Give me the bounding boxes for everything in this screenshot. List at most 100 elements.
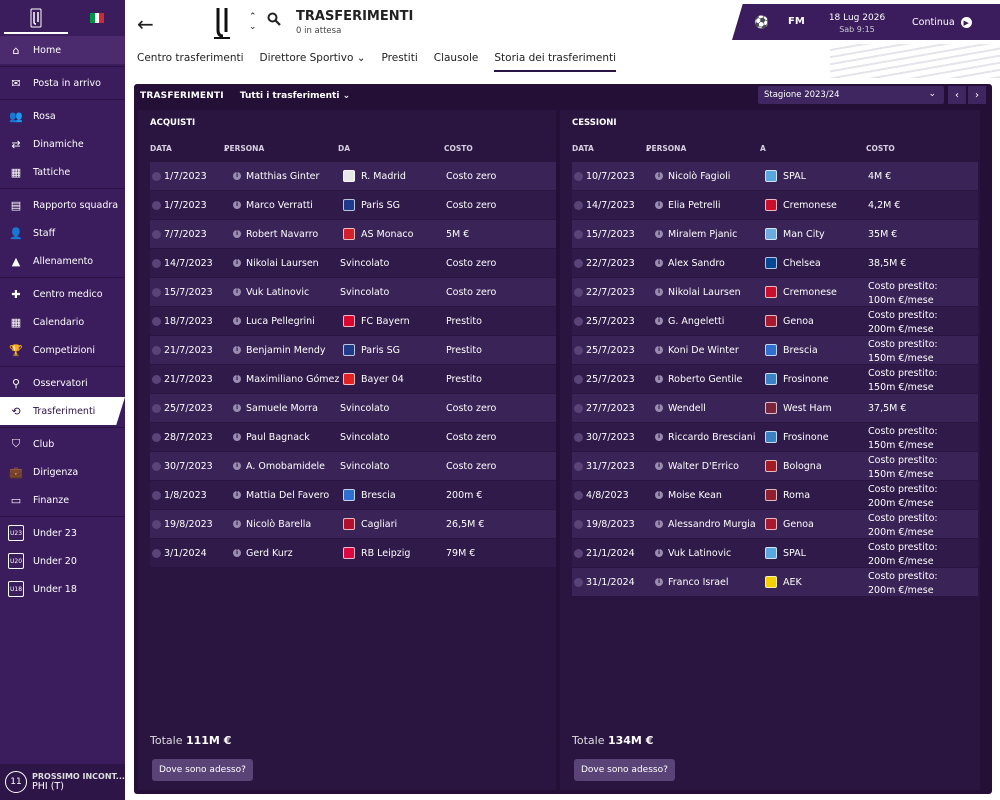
- row-club[interactable]: Genoa: [783, 316, 814, 327]
- table-row[interactable]: 19/8/2023 i Alessandro Murgia Genoa Costo pr…: [572, 510, 978, 539]
- info-icon[interactable]: i: [655, 288, 663, 296]
- table-row[interactable]: 3/1/2024 i Gerd Kurz RB Leipzig 79M €: [150, 539, 556, 568]
- fm-logo[interactable]: FM: [788, 16, 805, 27]
- table-row[interactable]: 31/1/2024 i Franco Israel AEK Costo prestito…: [572, 568, 978, 597]
- row-club[interactable]: FC Bayern: [361, 316, 410, 327]
- info-icon[interactable]: i: [655, 520, 663, 528]
- sidebar-item-allenamento[interactable]: ▲ Allenamento: [0, 247, 125, 275]
- row-club[interactable]: Brescia: [783, 345, 818, 356]
- info-icon[interactable]: i: [233, 172, 241, 180]
- row-club[interactable]: Svincolato: [340, 403, 390, 414]
- row-person[interactable]: Luca Pellegrini: [246, 316, 315, 327]
- sidebar-item-dinamiche[interactable]: ⇄ Dinamiche: [0, 130, 125, 158]
- football-icon[interactable]: ⚽: [754, 15, 769, 29]
- row-club[interactable]: Svincolato: [340, 287, 390, 298]
- table-row[interactable]: 21/7/2023 i Maximiliano Gómez Bayer 04 Prest…: [150, 365, 556, 394]
- row-person[interactable]: Samuele Morra: [246, 403, 318, 414]
- row-club[interactable]: West Ham: [783, 403, 832, 414]
- row-person[interactable]: Matthias Ginter: [246, 171, 320, 182]
- row-person[interactable]: Roberto Gentile: [668, 374, 743, 385]
- row-person[interactable]: Marco Verratti: [246, 200, 313, 211]
- search-icon[interactable]: [267, 12, 281, 29]
- info-icon[interactable]: i: [233, 549, 241, 557]
- continue-button[interactable]: Continua ▶: [912, 17, 972, 28]
- info-icon[interactable]: i: [233, 230, 241, 238]
- table-row[interactable]: 21/1/2024 i Vuk Latinovic SPAL Costo prestit…: [572, 539, 978, 568]
- row-person[interactable]: Wendell: [668, 403, 706, 414]
- sidebar-item-rapporto-squadra[interactable]: ▤ Rapporto squadra: [0, 191, 125, 219]
- info-icon[interactable]: i: [655, 578, 663, 586]
- team-crest[interactable]: [211, 6, 233, 40]
- table-row[interactable]: 14/7/2023 i Nikolai Laursen Svincolato Costo…: [150, 249, 556, 278]
- info-icon[interactable]: i: [655, 230, 663, 238]
- info-icon[interactable]: i: [655, 491, 663, 499]
- sidebar-item-under-18[interactable]: U18 Under 18: [0, 575, 125, 603]
- table-row[interactable]: 15/7/2023 i Vuk Latinovic Svincolato Costo z…: [150, 278, 556, 307]
- row-person[interactable]: Paul Bagnack: [246, 432, 310, 443]
- row-club[interactable]: SPAL: [783, 548, 806, 559]
- club-crest-tile[interactable]: [4, 4, 68, 34]
- row-person[interactable]: Benjamin Mendy: [246, 345, 326, 356]
- row-person[interactable]: Nikolai Laursen: [246, 258, 319, 269]
- where-are-they-now-button[interactable]: Dove sono adesso?: [152, 759, 253, 781]
- row-club[interactable]: Svincolato: [340, 461, 390, 472]
- next-match[interactable]: 11 PROSSIMO INCONT... PHI (T): [0, 764, 125, 800]
- where-are-they-now-button[interactable]: Dove sono adesso?: [574, 759, 675, 781]
- info-icon[interactable]: i: [233, 433, 241, 441]
- col-from[interactable]: DA: [338, 144, 351, 153]
- sidebar-item-trasferimenti[interactable]: ⟲ Trasferimenti: [0, 397, 125, 425]
- table-row[interactable]: 10/7/2023 i Nicolò Fagioli SPAL 4M €: [572, 162, 978, 191]
- row-person[interactable]: Nicolò Fagioli: [668, 171, 731, 182]
- row-person[interactable]: Franco Israel: [668, 577, 729, 588]
- row-person[interactable]: Elia Petrelli: [668, 200, 721, 211]
- row-club[interactable]: Paris SG: [361, 345, 401, 356]
- sidebar-item-club[interactable]: ⛉ Club: [0, 430, 125, 458]
- table-row[interactable]: 30/7/2023 i A. Omobamidele Svincolato Costo …: [150, 452, 556, 481]
- table-row[interactable]: 22/7/2023 i Nikolai Laursen Cremonese Costo …: [572, 278, 978, 307]
- info-icon[interactable]: i: [233, 317, 241, 325]
- back-arrow-icon[interactable]: ←: [137, 12, 154, 36]
- row-club[interactable]: Frosinone: [783, 432, 829, 443]
- col-date[interactable]: DATA: [150, 144, 172, 153]
- sidebar-item-home[interactable]: ⌂ Home: [0, 36, 125, 64]
- tab-direttore-sportivo[interactable]: Direttore Sportivo ⌄: [260, 52, 366, 72]
- info-icon[interactable]: i: [233, 491, 241, 499]
- info-icon[interactable]: i: [233, 520, 241, 528]
- row-person[interactable]: A. Omobamidele: [246, 461, 326, 472]
- row-person[interactable]: Alessandro Murgia: [668, 519, 756, 530]
- italy-flag-icon[interactable]: [90, 13, 105, 23]
- row-club[interactable]: AEK: [783, 577, 802, 588]
- row-person[interactable]: Maximiliano Gómez: [246, 374, 340, 385]
- row-person[interactable]: Walter D'Errico: [668, 461, 739, 472]
- row-club[interactable]: Brescia: [361, 490, 396, 501]
- table-row[interactable]: 25/7/2023 i G. Angeletti Genoa Costo prestit…: [572, 307, 978, 336]
- sidebar-item-under-20[interactable]: U20 Under 20: [0, 547, 125, 575]
- row-club[interactable]: AS Monaco: [361, 229, 414, 240]
- team-switch-arrows-icon[interactable]: ⌃ ⌄: [249, 12, 257, 32]
- table-row[interactable]: 25/7/2023 i Roberto Gentile Frosinone Costo …: [572, 365, 978, 394]
- sidebar-item-under-23[interactable]: U23 Under 23: [0, 519, 125, 547]
- sidebar-item-finanze[interactable]: ▭ Finanze: [0, 486, 125, 514]
- info-icon[interactable]: i: [655, 346, 663, 354]
- col-to[interactable]: A: [760, 144, 766, 153]
- info-icon[interactable]: i: [655, 317, 663, 325]
- info-icon[interactable]: i: [655, 375, 663, 383]
- sidebar-item-calendario[interactable]: ▦ Calendario: [0, 308, 125, 336]
- row-person[interactable]: Alex Sandro: [668, 258, 725, 269]
- row-person[interactable]: Nikolai Laursen: [668, 287, 741, 298]
- table-row[interactable]: 21/7/2023 i Benjamin Mendy Paris SG Prestito: [150, 336, 556, 365]
- row-club[interactable]: Genoa: [783, 519, 814, 530]
- table-row[interactable]: 31/7/2023 i Walter D'Errico Bologna Costo pr…: [572, 452, 978, 481]
- info-icon[interactable]: i: [233, 375, 241, 383]
- row-person[interactable]: Koni De Winter: [668, 345, 739, 356]
- info-icon[interactable]: i: [233, 462, 241, 470]
- info-icon[interactable]: i: [655, 259, 663, 267]
- sidebar-item-osservatori[interactable]: ⚲ Osservatori: [0, 369, 125, 397]
- next-season-button[interactable]: ›: [968, 86, 986, 104]
- table-row[interactable]: 19/8/2023 i Nicolò Barella Cagliari 26,5M €: [150, 510, 556, 539]
- row-club[interactable]: Cremonese: [783, 287, 837, 298]
- table-row[interactable]: 4/8/2023 i Moise Kean Roma Costo prestito: 20…: [572, 481, 978, 510]
- info-icon[interactable]: i: [233, 404, 241, 412]
- info-icon[interactable]: i: [233, 346, 241, 354]
- row-club[interactable]: SPAL: [783, 171, 806, 182]
